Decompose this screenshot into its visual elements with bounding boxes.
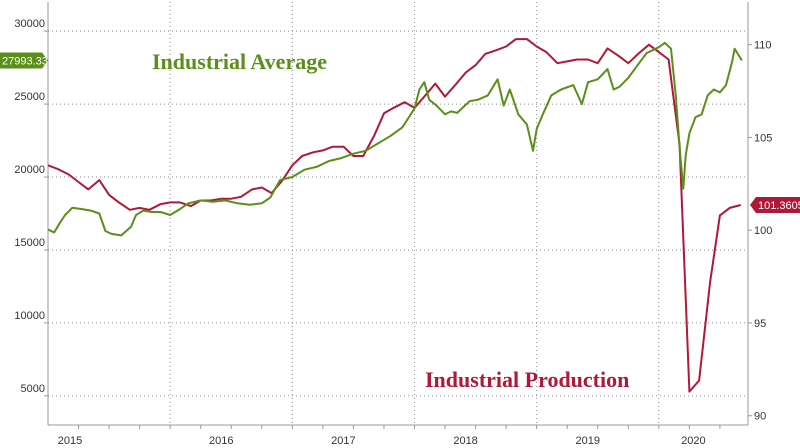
industrial-average-badge-shape: [0, 52, 48, 69]
right-tick-label: 110: [754, 40, 772, 52]
gridlines: [48, 2, 748, 425]
x-axis-ticks: 2015 2016 2017 2018 2019 2020: [58, 425, 721, 447]
industrial-production-badge-shape: [750, 196, 800, 213]
right-tick-label: 90: [754, 411, 766, 423]
left-tick-label: 5000: [21, 383, 45, 395]
left-tick-label: 20000: [14, 164, 45, 176]
industrial-average-line: [47, 41, 743, 237]
x-tick-label: 2019: [575, 435, 599, 447]
industrial-production-last-value-badge: 101.3605: [750, 196, 800, 213]
left-tick-label: 30000: [14, 18, 45, 30]
x-tick-label: 2015: [58, 435, 82, 447]
industrial-production-label: Industrial Production: [425, 367, 629, 392]
industrial-production-last-value: 101.3605: [758, 200, 800, 212]
right-tick-label: 105: [754, 132, 772, 144]
right-tick-label: 95: [754, 318, 766, 330]
industrial-average-label: Industrial Average: [152, 49, 327, 74]
series-lines: [47, 38, 743, 393]
industrial-average-last-value: 27993.33: [2, 55, 48, 67]
left-tick-label: 15000: [14, 237, 45, 249]
x-tick-label: 2018: [453, 435, 477, 447]
left-axis-ticks: 5000 10000 15000 20000 25000 30000: [14, 18, 48, 397]
industrial-average-last-value-badge: 27993.33: [0, 52, 48, 69]
x-tick-label: 2017: [331, 435, 355, 447]
industrial-production-line: [47, 38, 741, 393]
x-tick-label: 2020: [681, 435, 705, 447]
left-tick-label: 10000: [14, 310, 45, 322]
left-tick-label: 25000: [14, 91, 45, 103]
right-tick-label: 100: [754, 225, 772, 237]
x-tick-label: 2016: [209, 435, 233, 447]
right-axis-ticks: 90 95 100 105 110: [748, 40, 772, 423]
